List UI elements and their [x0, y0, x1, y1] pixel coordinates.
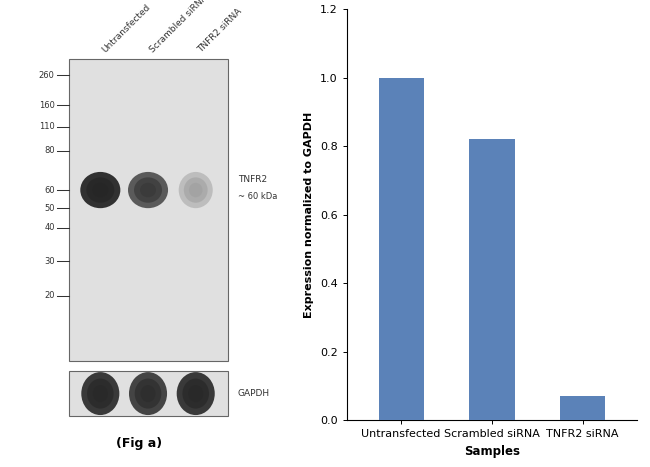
- Text: 40: 40: [44, 223, 55, 232]
- Ellipse shape: [177, 372, 214, 415]
- Text: Scrambled siRNA: Scrambled siRNA: [148, 0, 209, 55]
- Ellipse shape: [188, 385, 203, 402]
- Text: GAPDH: GAPDH: [238, 389, 270, 398]
- Ellipse shape: [184, 177, 207, 203]
- Ellipse shape: [93, 385, 108, 402]
- Bar: [378, 78, 424, 420]
- Text: (Fig a): (Fig a): [116, 437, 162, 450]
- Text: Untransfected: Untransfected: [100, 3, 152, 55]
- Bar: [469, 140, 515, 420]
- Text: 50: 50: [44, 204, 55, 212]
- Ellipse shape: [189, 183, 203, 197]
- Text: 260: 260: [39, 71, 55, 80]
- Bar: [68, 59, 228, 361]
- Text: ~ 60 kDa: ~ 60 kDa: [238, 192, 277, 201]
- Ellipse shape: [140, 385, 155, 402]
- Ellipse shape: [135, 379, 161, 409]
- Text: 60: 60: [44, 185, 55, 195]
- Text: 20: 20: [44, 291, 55, 300]
- Ellipse shape: [81, 172, 120, 208]
- Ellipse shape: [87, 379, 114, 409]
- Bar: [560, 396, 605, 420]
- Text: 80: 80: [44, 146, 55, 156]
- Bar: [68, 371, 228, 416]
- Ellipse shape: [134, 177, 162, 203]
- Ellipse shape: [129, 372, 167, 415]
- Text: TNFR2: TNFR2: [238, 175, 266, 184]
- Text: 30: 30: [44, 256, 55, 266]
- Ellipse shape: [179, 172, 213, 208]
- Text: 110: 110: [39, 122, 55, 131]
- Ellipse shape: [183, 379, 209, 409]
- Y-axis label: Expression normalized to GAPDH: Expression normalized to GAPDH: [304, 112, 315, 318]
- Ellipse shape: [140, 183, 156, 197]
- Ellipse shape: [128, 172, 168, 208]
- Ellipse shape: [81, 372, 120, 415]
- Text: 160: 160: [39, 101, 55, 110]
- Ellipse shape: [92, 183, 109, 197]
- Ellipse shape: [86, 177, 114, 203]
- X-axis label: Samples: Samples: [464, 445, 520, 458]
- Text: TNFR2 siRNA: TNFR2 siRNA: [196, 7, 243, 55]
